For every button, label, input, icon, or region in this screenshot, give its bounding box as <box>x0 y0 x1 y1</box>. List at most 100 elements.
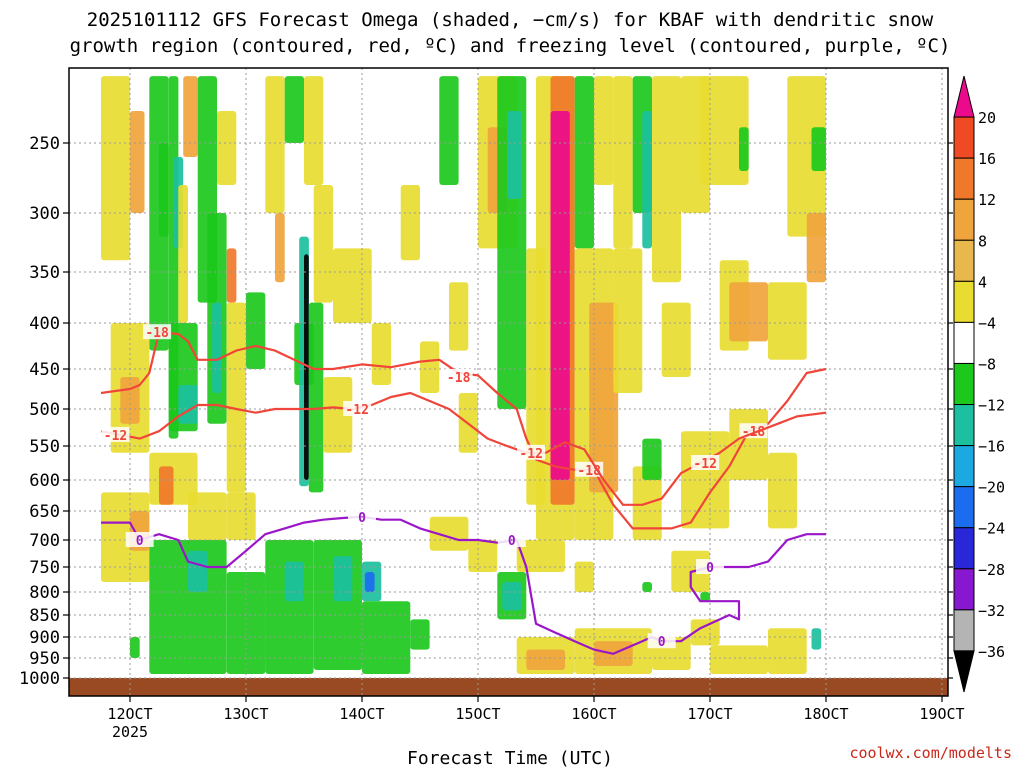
omega-cell <box>371 323 391 385</box>
colorbar-swatch <box>953 404 975 447</box>
omega-cell <box>159 466 174 505</box>
omega-cell <box>178 385 198 424</box>
contour-label-bg <box>517 444 546 460</box>
omega-cell <box>700 592 710 602</box>
omega-cell <box>768 628 807 674</box>
omega-cell <box>313 185 333 303</box>
x-axis-label: Forecast Time (UTC) <box>407 748 613 768</box>
y-tick-label: 250 <box>29 134 60 154</box>
omega-cell <box>188 492 227 540</box>
contour-label-bg <box>444 369 473 384</box>
colorbar-swatch <box>953 445 975 488</box>
omega-cell <box>439 76 459 185</box>
omega-cell <box>265 76 285 213</box>
x-tick-label: 16OCT <box>571 705 616 723</box>
omega-cell <box>550 111 570 480</box>
omega-cell <box>768 452 797 529</box>
contour-label-bg <box>647 633 676 649</box>
colorbar-label: −12 <box>978 397 1005 415</box>
contour-label: 0 <box>136 534 144 549</box>
omega-cell <box>178 185 188 323</box>
omega-cell <box>729 282 768 342</box>
omega-cell <box>410 619 430 650</box>
omega-cell <box>700 76 749 185</box>
omega-cell <box>420 341 440 393</box>
contour-label: -18 <box>447 371 471 386</box>
contour-label: 0 <box>508 534 516 549</box>
omega-cell <box>226 302 246 493</box>
colorbar-swatch <box>953 568 975 611</box>
omega-cell <box>574 561 594 592</box>
omega-cell <box>642 582 652 592</box>
colorbar-label: 20 <box>978 109 996 127</box>
omega-cell <box>265 540 314 674</box>
colorbar-label: −32 <box>978 602 1005 620</box>
contour-label-bg <box>691 455 720 470</box>
omega-cell <box>729 409 768 480</box>
contour-label: -12 <box>104 429 127 444</box>
colorbar-label: −36 <box>978 643 1005 661</box>
omega-cell <box>323 377 353 453</box>
omega-cell <box>246 292 266 369</box>
omega-cell <box>526 649 565 670</box>
colorbar-label: 4 <box>978 273 987 291</box>
omega-cell <box>710 645 768 674</box>
y-tick-label: 650 <box>29 502 60 522</box>
omega-cell <box>130 111 145 213</box>
omega-cell <box>613 248 643 393</box>
chart-title-line2: growth region (contoured, red, ºC) and f… <box>70 35 951 57</box>
colorbar: 20 16 12 8 4 −4 −8 −12 −16 −20 −24 −28 −32 −36 <box>953 75 1005 693</box>
contour-label: 0 <box>658 635 666 650</box>
omega-cell <box>333 556 353 602</box>
y-tick-label: 750 <box>29 558 60 578</box>
colorbar-label: −24 <box>978 520 1005 538</box>
contour-label-bg <box>348 508 376 524</box>
colorbar-swatch <box>953 239 975 282</box>
omega-cell <box>739 127 749 171</box>
contour-label: 0 <box>706 561 714 576</box>
contour-label: -12 <box>345 403 368 418</box>
contour-label: -12 <box>519 447 542 462</box>
y-tick-label: 900 <box>29 628 60 648</box>
contour-label-bg <box>739 423 768 439</box>
omega-cell <box>226 492 256 540</box>
contour-label-bg <box>143 324 172 340</box>
contour-label: -12 <box>693 457 716 472</box>
y-tick-label: 500 <box>29 400 60 420</box>
contour-label-bg <box>101 426 130 442</box>
omega-cell <box>468 540 498 572</box>
omega-cell <box>362 601 411 674</box>
contour-label-bg <box>575 461 604 477</box>
omega-cell <box>787 76 826 237</box>
contour-label-bg <box>343 401 372 416</box>
y-tick-label: 800 <box>29 583 60 603</box>
colorbar-swatch <box>953 280 975 323</box>
omega-cell <box>304 254 309 480</box>
omega-cell <box>284 561 304 602</box>
omega-cell <box>308 302 324 493</box>
colorbar-swatch <box>953 527 975 570</box>
omega-cell <box>690 619 720 646</box>
omega-cell <box>594 76 614 185</box>
omega-cell <box>516 540 565 572</box>
colorbar-label: 12 <box>978 191 996 209</box>
omega-cell <box>159 143 169 237</box>
colorbar-swatch <box>953 198 975 241</box>
x-tick-label: 15OCT <box>455 705 500 723</box>
colorbar-label: 16 <box>978 150 996 168</box>
colorbar-swatch <box>953 321 975 364</box>
omega-cell <box>574 76 594 249</box>
contour-label-bg <box>125 532 154 547</box>
omega-cell <box>429 516 469 551</box>
y-tick-label: 350 <box>29 263 60 283</box>
colorbar-label: −8 <box>978 355 996 373</box>
x-tick-label: 14OCT <box>339 705 384 723</box>
y-tick-label: 550 <box>29 437 60 457</box>
x-tick-label: 12OCT <box>107 705 152 723</box>
chart-title-line1: 2025101112 GFS Forecast Omega (shaded, −… <box>87 9 934 31</box>
y-tick-label: 600 <box>29 471 60 491</box>
omega-cell <box>226 248 237 303</box>
